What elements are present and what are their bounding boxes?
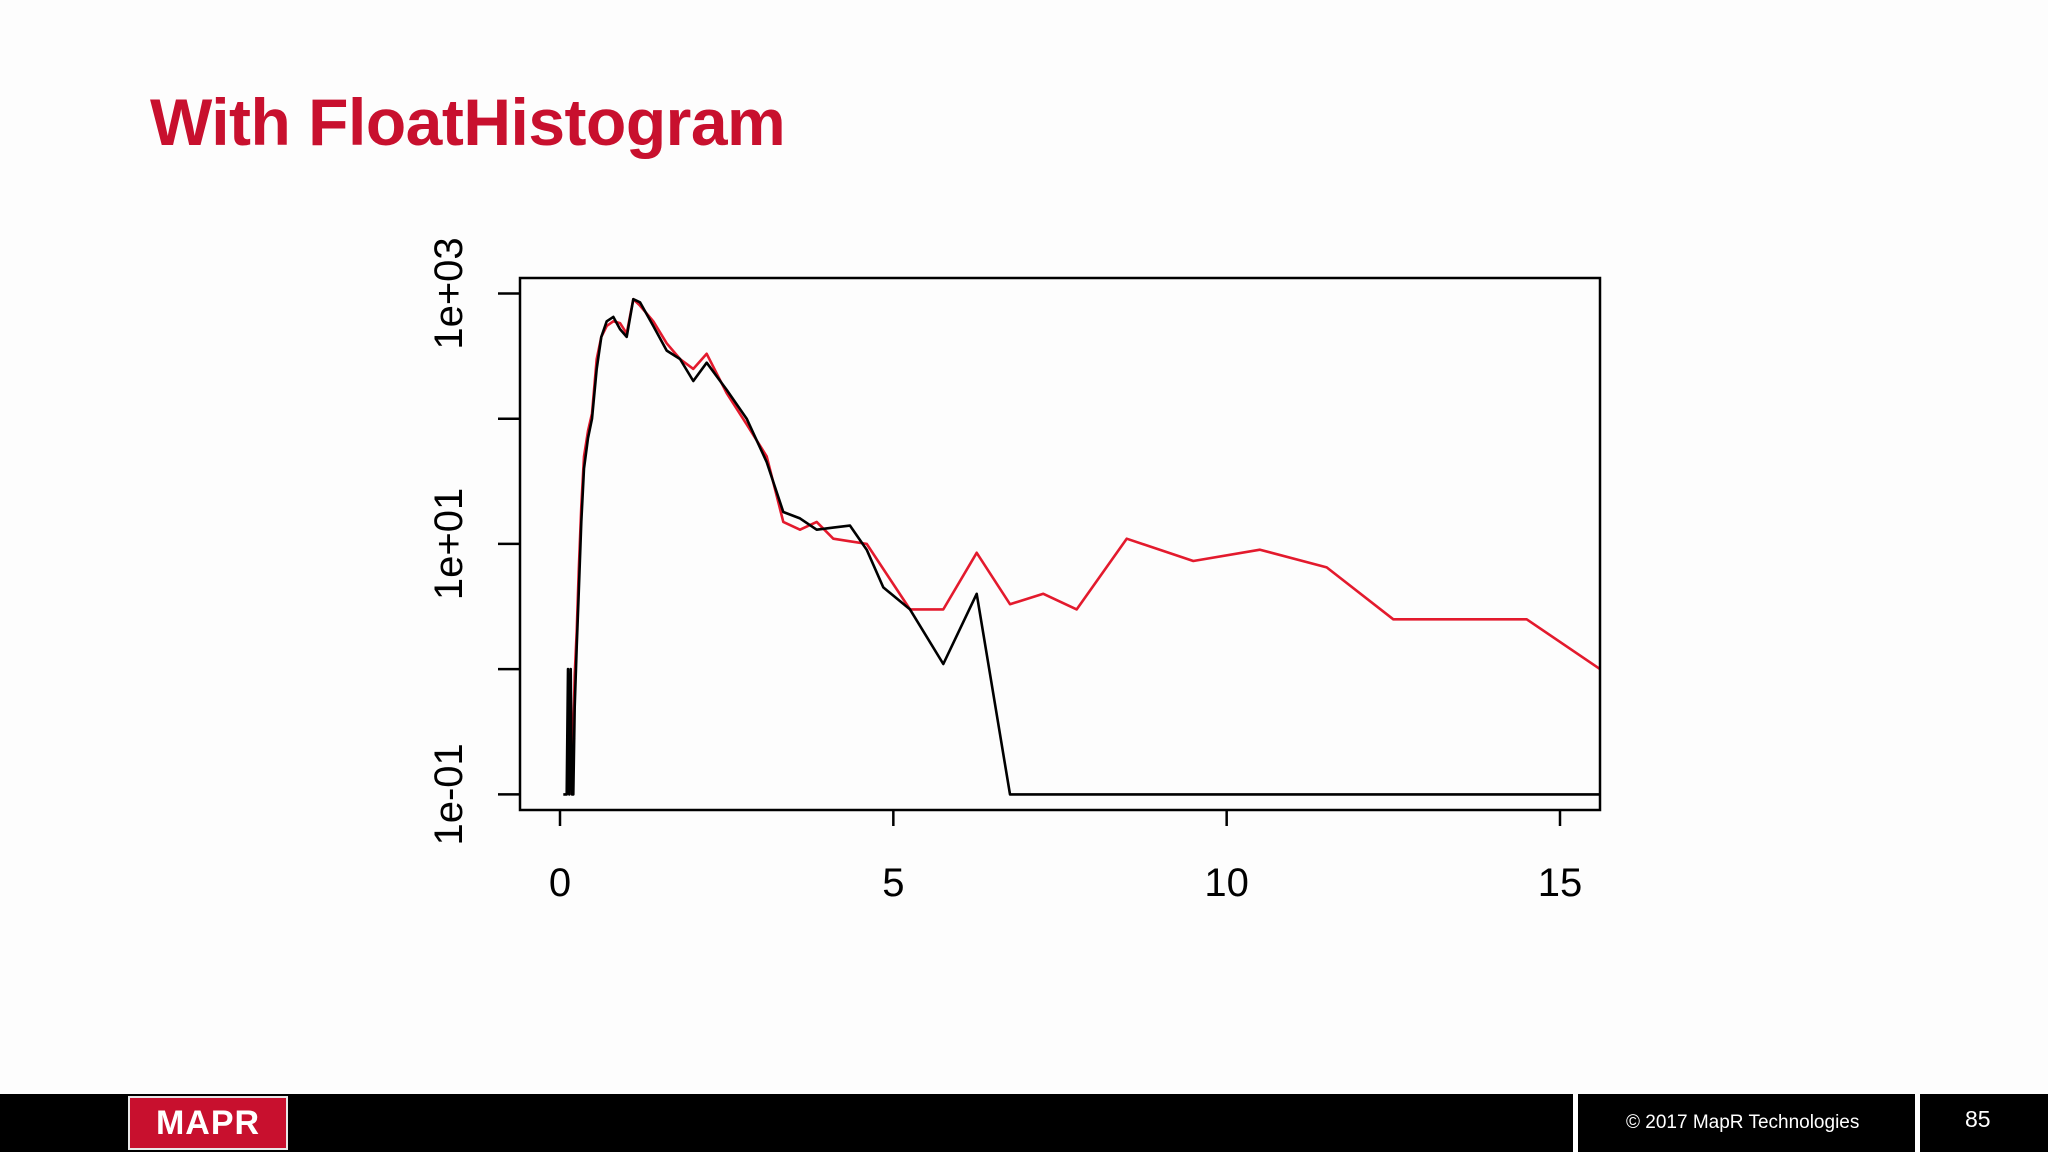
y-axis-tick-label: 1e-01 xyxy=(427,743,471,845)
x-axis-tick-label: 10 xyxy=(1204,861,1249,905)
series-layer xyxy=(563,297,1601,796)
axis-layer: 0 5 10 15 1e-01 1e+01 1e+03 xyxy=(427,237,1582,905)
x-axis-tick-label: 0 xyxy=(549,861,571,905)
footer-divider xyxy=(1573,1094,1578,1152)
mapr-logo[interactable]: MAPR xyxy=(128,1096,288,1150)
plot-frame xyxy=(518,276,1602,812)
page-number: 85 xyxy=(1965,1106,1991,1132)
slide-title: With FloatHistogram xyxy=(150,85,786,159)
copyright-text: © 2017 MapR Technologies xyxy=(1626,1112,1860,1133)
footer-bar: MAPR © 2017 MapR Technologies 85 xyxy=(0,1094,2048,1152)
series-line-red xyxy=(570,297,1601,795)
footer-divider xyxy=(1915,1094,1920,1152)
series-line-black xyxy=(563,297,1600,796)
x-axis-tick-label: 15 xyxy=(1538,861,1583,905)
y-axis-tick-label: 1e+03 xyxy=(427,237,471,349)
y-axis-tick-label: 1e+01 xyxy=(427,488,471,600)
logo-text: MAPR xyxy=(155,1103,261,1142)
x-axis-tick-label: 5 xyxy=(882,861,904,905)
